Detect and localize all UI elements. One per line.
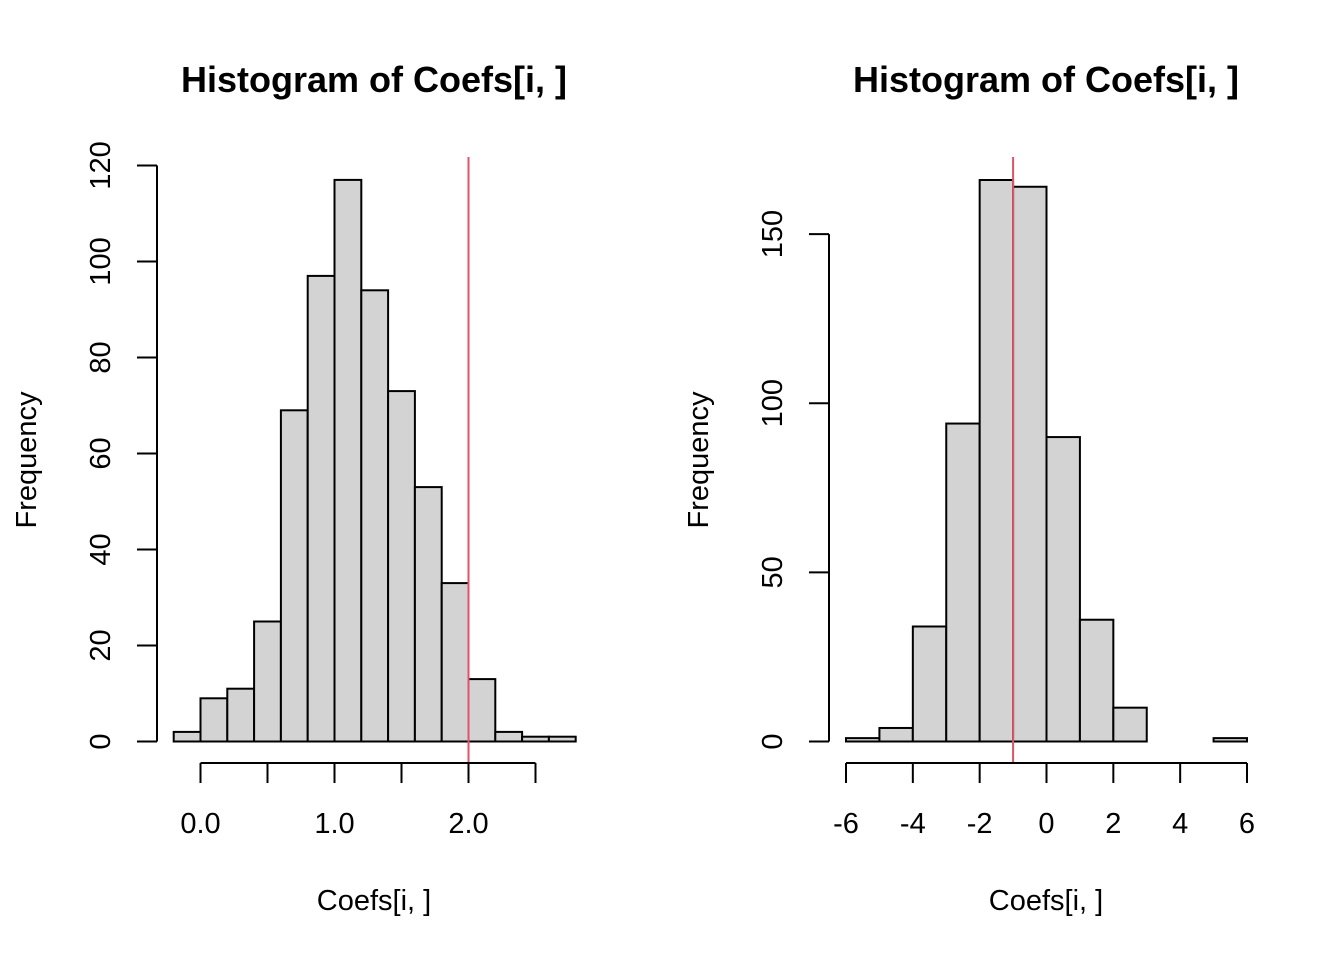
histogram-bar xyxy=(1078,618,1115,743)
chart-title: Histogram of Coefs[i, ] xyxy=(853,59,1239,100)
histogram-bar xyxy=(333,178,363,743)
histogram-bar xyxy=(387,390,416,743)
histogram-bar xyxy=(845,737,881,743)
histogram-panel-right: Histogram of Coefs[i, ] Coefs[i, ] Frequ… xyxy=(683,59,1255,917)
histogram-bar xyxy=(306,274,336,743)
histogram-bar xyxy=(945,422,981,743)
chart-title: Histogram of Coefs[i, ] xyxy=(181,59,567,100)
histogram-bar xyxy=(360,289,390,743)
bars-group xyxy=(172,178,577,743)
y-tick-label: 0 xyxy=(757,733,789,749)
histogram-bar xyxy=(467,678,497,743)
histogram-bar xyxy=(978,179,1015,743)
y-axis: 0 20 40 60 80 100 120 xyxy=(85,141,158,750)
histogram-bar xyxy=(911,625,948,743)
histogram-bar xyxy=(547,735,577,743)
y-tick-label: 50 xyxy=(757,556,789,588)
y-tick-label: 40 xyxy=(85,533,117,565)
histogram-bar xyxy=(494,730,524,743)
histogram-bar xyxy=(1012,185,1048,743)
y-tick-label: 60 xyxy=(85,437,117,469)
histogram-bar xyxy=(1212,737,1249,743)
x-tick-label: -2 xyxy=(967,808,993,840)
histogram-bar xyxy=(1045,436,1081,743)
x-tick-label: 4 xyxy=(1172,808,1188,840)
x-tick-label: -4 xyxy=(900,808,926,840)
x-tick-label: 2 xyxy=(1105,808,1121,840)
x-tick-label: -6 xyxy=(833,808,859,840)
histogram-bar xyxy=(279,409,309,743)
y-tick-label: 0 xyxy=(85,733,117,749)
x-tick-label: 0.0 xyxy=(180,808,220,840)
histogram-bar xyxy=(172,730,202,743)
histogram-bar xyxy=(440,582,470,743)
x-axis: 0.0 1.0 2.0 xyxy=(180,762,537,840)
histogram-bar xyxy=(878,726,914,743)
x-tick-label: 6 xyxy=(1239,808,1255,840)
x-tick-label: 1.0 xyxy=(314,808,354,840)
y-tick-label: 20 xyxy=(85,629,117,661)
histogram-bar xyxy=(1112,706,1148,743)
histogram-bar xyxy=(521,735,550,743)
x-axis: -6 -4 -2 0 2 4 6 xyxy=(833,762,1255,840)
y-axis-label: Frequency xyxy=(683,391,715,529)
x-axis-label: Coefs[i, ] xyxy=(317,885,431,917)
y-axis-label: Frequency xyxy=(11,391,43,529)
y-tick-label: 100 xyxy=(85,237,117,285)
histogram-bar xyxy=(226,687,256,743)
bars-group xyxy=(845,179,1249,743)
y-tick-label: 100 xyxy=(757,379,789,427)
histogram-bar xyxy=(413,486,443,743)
y-tick-label: 80 xyxy=(85,341,117,373)
y-tick-label: 150 xyxy=(757,210,789,258)
y-tick-label: 120 xyxy=(85,141,117,189)
histogram-panel-left: Histogram of Coefs[i, ] Coefs[i, ] Frequ… xyxy=(11,59,577,917)
histogram-bar xyxy=(199,697,229,743)
x-tick-label: 2.0 xyxy=(448,808,488,840)
histogram-bar xyxy=(253,620,282,743)
x-tick-label: 0 xyxy=(1038,808,1054,840)
x-axis-label: Coefs[i, ] xyxy=(989,885,1103,917)
y-axis: 0 50 100 150 xyxy=(757,210,830,750)
